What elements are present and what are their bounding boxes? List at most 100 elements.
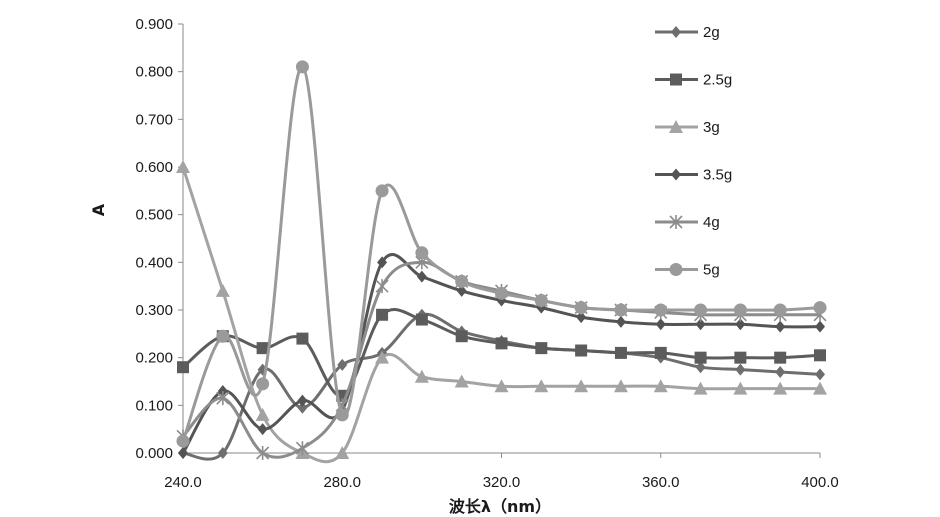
y-tick-label: 0.000 [135, 445, 173, 462]
y-tick-label: 0.800 [135, 64, 173, 81]
data-point [494, 379, 509, 393]
legend-item: 4g [655, 214, 720, 231]
legend-label: 3.5g [703, 167, 732, 184]
data-point [733, 303, 747, 317]
data-point [375, 184, 389, 198]
data-point [414, 369, 429, 383]
data-point [255, 407, 270, 421]
data-point [177, 361, 189, 374]
data-point [455, 330, 468, 343]
legend-label: 5g [703, 262, 720, 279]
legend-marker [669, 215, 683, 229]
data-point [814, 349, 826, 362]
chart-axes: 0.000 0.100 0.200 0.300 0.400 0.500 0.600 0.700… [135, 16, 838, 491]
data-point [176, 160, 190, 173]
data-point [256, 377, 270, 391]
data-point [733, 381, 748, 395]
data-point [375, 350, 390, 364]
data-point [415, 246, 429, 260]
data-point [775, 365, 786, 378]
data-point [735, 318, 746, 331]
data-point [217, 447, 228, 459]
legend-item: 5g [655, 262, 720, 279]
data-point [535, 342, 548, 355]
data-point [694, 351, 707, 364]
y-tick-label: 0.100 [135, 397, 173, 414]
series-3.5g [178, 253, 825, 459]
data-point [614, 303, 628, 317]
data-point [217, 385, 228, 398]
data-point [655, 318, 666, 331]
chart-legend: 2g 2.5g 3g 3.5g 4g 5g [655, 24, 732, 279]
y-tick-label: 0.700 [135, 111, 173, 128]
x-tick-label: 320.0 [483, 474, 521, 491]
data-point [695, 318, 706, 331]
data-point [654, 303, 668, 317]
y-axis-title: A [89, 203, 108, 216]
plot-area [176, 60, 827, 464]
data-point [215, 283, 230, 297]
data-point [176, 434, 190, 448]
data-point [495, 286, 508, 300]
data-point [297, 401, 308, 414]
data-point [574, 379, 589, 393]
data-point [775, 320, 786, 333]
data-point [773, 303, 787, 317]
x-tick-label: 280.0 [323, 474, 361, 491]
data-point [813, 301, 827, 315]
data-point [376, 308, 389, 321]
legend-item: 2.5g [655, 72, 732, 89]
y-tick-label: 0.500 [135, 207, 173, 224]
data-point [295, 60, 309, 74]
x-tick-label: 240.0 [164, 474, 202, 491]
legend-item: 3.5g [655, 167, 732, 184]
legend-marker [670, 73, 682, 86]
data-point [576, 311, 587, 324]
data-point [377, 256, 388, 269]
y-tick-label: 0.900 [135, 16, 173, 33]
data-point [297, 394, 308, 407]
data-point [335, 446, 350, 459]
data-point [415, 313, 428, 326]
x-tick-label: 360.0 [642, 474, 680, 491]
data-point [337, 358, 348, 371]
data-point [615, 315, 626, 328]
data-point [335, 408, 349, 422]
x-axis-title: 波长λ（nm） [449, 497, 551, 516]
legend-label: 3g [703, 119, 720, 136]
series-5g [176, 60, 827, 448]
data-point [734, 351, 747, 364]
y-tick-label: 0.600 [135, 159, 173, 176]
data-point [575, 344, 588, 357]
data-point [773, 381, 788, 395]
data-point [256, 446, 270, 460]
legend-item: 3g [655, 119, 720, 136]
data-point [653, 379, 668, 393]
data-point [813, 381, 827, 395]
data-point [454, 374, 469, 388]
data-point [534, 293, 548, 307]
y-tick-label: 0.400 [135, 254, 173, 271]
series-3g [176, 160, 827, 464]
data-point [614, 346, 627, 359]
data-point [456, 284, 467, 297]
data-point [178, 447, 188, 459]
legend-marker [669, 263, 683, 276]
data-point [534, 379, 549, 393]
legend-marker [669, 120, 683, 133]
data-point [216, 391, 230, 406]
data-point [296, 332, 309, 345]
data-point [295, 441, 310, 456]
data-point [257, 423, 268, 436]
y-tick-label: 0.300 [135, 302, 173, 319]
data-point [216, 329, 230, 343]
data-point [815, 368, 825, 381]
data-point [695, 361, 706, 374]
data-point [574, 301, 588, 315]
legend-label: 4g [703, 214, 720, 231]
legend-item: 2g [655, 24, 720, 41]
legend-label: 2g [703, 24, 720, 41]
data-point [694, 303, 708, 317]
legend-marker [671, 26, 681, 38]
